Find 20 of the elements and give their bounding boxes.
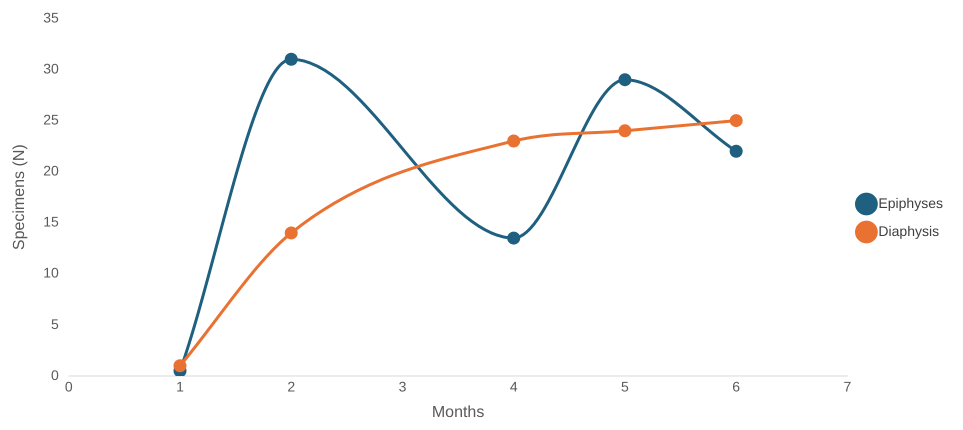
legend-label: Epiphyses (878, 194, 943, 211)
x-tick-label: 3 (398, 378, 407, 394)
y-tick-label: 25 (43, 111, 59, 128)
y-tick-label: 35 (43, 9, 59, 26)
y-tick-label: 5 (50, 316, 59, 332)
y-tick-label: 15 (43, 214, 59, 230)
x-tick-label: 0 (64, 378, 73, 394)
x-tick-label: 6 (732, 378, 740, 394)
y-tick-label: 10 (43, 264, 59, 281)
y-axis-title: Specimens (N) (11, 144, 28, 250)
x-tick-label: 1 (176, 378, 184, 394)
x-tick-label: 5 (621, 378, 630, 394)
x-tick-label: 4 (510, 378, 518, 394)
x-axis-title: Months (432, 404, 484, 421)
y-tick-label: 0 (50, 366, 59, 383)
legend-label: Diaphysis (878, 222, 940, 239)
y-tick-label: 20 (43, 162, 59, 179)
x-tick-label: 2 (287, 378, 296, 394)
y-tick-label: 30 (43, 60, 59, 76)
x-tick-label: 7 (844, 378, 852, 394)
